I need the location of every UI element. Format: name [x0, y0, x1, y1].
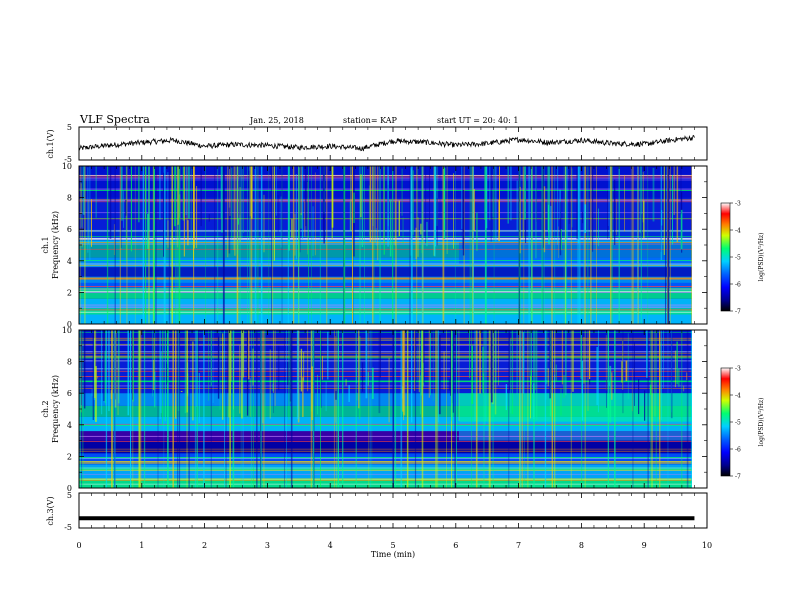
x-tick-label: 7	[516, 541, 521, 550]
colorbar-tick: -4	[735, 228, 741, 235]
x-axis-label: Time (min)	[371, 550, 415, 559]
colorbar-tick: -6	[735, 447, 741, 454]
colorbar-tick: -6	[735, 282, 741, 289]
ch1-waveform-series	[78, 134, 695, 152]
ch2-spectrogram-channel-label: ch.2	[41, 400, 50, 417]
ch1-colorbar: -3 -4 -5 -6 -7 log(PSD)(V²/Hz)	[720, 201, 765, 316]
ch2-spectrogram-ytick: 10	[62, 326, 72, 335]
colorbar-tick: -4	[735, 393, 741, 400]
ch2-spectrogram-ytick: 4	[67, 421, 72, 430]
ch1-spectrogram-ytick: 0	[67, 320, 72, 329]
header-station: station= KAP	[343, 116, 398, 125]
ch2-spectrogram-ytick: 2	[67, 452, 72, 461]
ch3-waveform-panel: ch.3(V) 5 -5	[46, 491, 708, 532]
x-tick-label: 8	[579, 541, 584, 550]
ch3-waveform-frame	[78, 492, 708, 529]
ch1-ytick-top: 5	[67, 123, 72, 132]
ch2-spectrogram-ylabel: Frequency (kHz)	[51, 375, 60, 443]
ch3-ytick-top: 5	[67, 491, 72, 500]
colorbar-tick: -7	[735, 309, 741, 316]
header-date: Jan. 25, 2018	[249, 116, 304, 125]
ch1-ytick-bottom: -5	[64, 155, 72, 164]
ch2-colorbar: -3 -4 -5 -6 -7 log(PSD)(V²/Hz)	[720, 366, 765, 481]
x-tick-label: 10	[702, 541, 712, 550]
x-tick-label: 4	[328, 541, 333, 550]
ch1-spectrogram-panel: ch.1 Frequency (kHz) 10 8 6 4 2 0	[41, 162, 708, 329]
ch1-spectrogram-ytick: 10	[62, 162, 72, 171]
ch1-spectrogram-ytick: 6	[67, 225, 72, 234]
ch1-spectrogram-ytick: 2	[67, 288, 72, 297]
ch1-waveform-ylabel: ch.1(V)	[46, 129, 55, 158]
ch1-spectrogram-ytick: 4	[67, 257, 72, 266]
colorbar-tick: -7	[735, 474, 741, 481]
x-tick-label: 1	[139, 541, 144, 550]
ch3-ytick-bottom: -5	[64, 523, 72, 532]
x-tick-label: 9	[642, 541, 647, 550]
x-tick-label: 6	[453, 541, 458, 550]
ch1-spectrogram-channel-label: ch.1	[41, 236, 50, 253]
ch2-spectrogram-ytick: 8	[67, 358, 72, 367]
ch1-colorbar-label: log(PSD)(V²/Hz)	[758, 233, 765, 282]
x-tick-label: 0	[76, 541, 81, 550]
ch2-spectrogram-ytick: 6	[67, 389, 72, 398]
colorbar-tick: -5	[735, 255, 741, 262]
ch1-spectrogram-ylabel: Frequency (kHz)	[51, 211, 60, 279]
x-tick-label: 2	[202, 541, 207, 550]
figure-title: VLF Spectra	[79, 113, 150, 126]
colorbar-tick: -5	[735, 420, 741, 427]
ch2-colorbar-label: log(PSD)(V²/Hz)	[758, 398, 765, 447]
ch1-spectrogram-ytick: 8	[67, 194, 72, 203]
colorbar-tick: -3	[735, 366, 741, 373]
header-start-time: start UT = 20: 40: 1	[437, 116, 518, 125]
ch2-spectrogram-panel: ch.2 Frequency (kHz) 10 8 6 4 2 0	[41, 326, 708, 493]
x-tick-label: 5	[390, 541, 395, 550]
ch2-spectrogram-ytick: 0	[67, 484, 72, 493]
x-tick-label: 3	[265, 541, 270, 550]
ch1-waveform-panel: ch.1(V) 5 -5	[46, 123, 708, 164]
ch3-waveform-ylabel: ch.3(V)	[46, 496, 55, 525]
colorbar-tick: -3	[735, 201, 741, 208]
